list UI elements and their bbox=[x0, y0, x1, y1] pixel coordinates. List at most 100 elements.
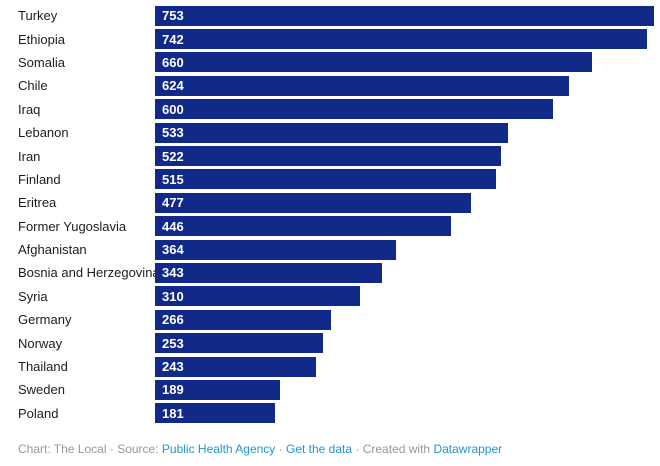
value-label: 624 bbox=[162, 78, 184, 94]
footer-source-label: Source: bbox=[117, 442, 159, 457]
value-label: 243 bbox=[162, 359, 184, 375]
chart-row: Syria 310 bbox=[0, 285, 660, 308]
chart-row: Somalia 660 bbox=[0, 51, 660, 74]
datawrapper-link[interactable]: Datawrapper bbox=[433, 442, 503, 457]
value-label: 515 bbox=[162, 171, 184, 187]
category-label: Thailand bbox=[18, 359, 68, 375]
value-label: 364 bbox=[162, 242, 184, 258]
chart-row: Iraq 600 bbox=[0, 98, 660, 121]
footer-chart-credit: Chart: The Local bbox=[18, 442, 107, 457]
category-label: Former Yugoslavia bbox=[18, 218, 127, 234]
bar: 522 bbox=[155, 146, 501, 167]
chart-rows: Turkey 753 Ethiopia 742 Somalia 660 Chile 624 Ir… bbox=[0, 4, 660, 425]
bar: 266 bbox=[155, 309, 332, 330]
chart-row: Finland 515 bbox=[0, 168, 660, 191]
chart-row: Eritrea 477 bbox=[0, 191, 660, 214]
value-label: 533 bbox=[162, 125, 184, 141]
bar-track: 533 bbox=[155, 122, 654, 143]
category-label: Eritrea bbox=[18, 195, 57, 211]
chart-row: Sweden 189 bbox=[0, 378, 660, 401]
value-label: 600 bbox=[162, 101, 184, 117]
category-label: Finland bbox=[18, 171, 61, 187]
category-label: Norway bbox=[18, 335, 63, 351]
footer-separator: · bbox=[355, 442, 360, 457]
bar-track: 660 bbox=[155, 52, 654, 73]
category-label: Lebanon bbox=[18, 125, 69, 141]
category-label: Bosnia and Herzegovina bbox=[18, 265, 155, 281]
bar-track: 515 bbox=[155, 169, 654, 190]
category-label: Chile bbox=[18, 78, 48, 94]
bar: 310 bbox=[155, 286, 361, 307]
chart-row: Turkey 753 bbox=[0, 4, 660, 27]
bar-track: 266 bbox=[155, 309, 654, 330]
bar-track: 343 bbox=[155, 262, 654, 283]
value-label: 343 bbox=[162, 265, 184, 281]
bar-track: 742 bbox=[155, 29, 654, 50]
bar: 742 bbox=[155, 29, 647, 50]
value-label: 446 bbox=[162, 218, 184, 234]
bar: 515 bbox=[155, 169, 497, 190]
chart-footer: Chart: The Local · Source: Public Health… bbox=[0, 442, 660, 456]
get-the-data-link[interactable]: Get the data bbox=[285, 442, 353, 457]
category-label: Poland bbox=[18, 405, 59, 421]
bar-track: 624 bbox=[155, 75, 654, 96]
category-label: Germany bbox=[18, 312, 72, 328]
chart-row: Lebanon 533 bbox=[0, 121, 660, 144]
category-label: Syria bbox=[18, 288, 48, 304]
footer-separator: · bbox=[109, 442, 114, 457]
chart-row: Chile 624 bbox=[0, 74, 660, 97]
chart-row: Poland 181 bbox=[0, 402, 660, 425]
bar-track: 310 bbox=[155, 286, 654, 307]
bar: 243 bbox=[155, 356, 317, 377]
category-label: Iran bbox=[18, 148, 41, 164]
value-label: 253 bbox=[162, 335, 184, 351]
bar: 477 bbox=[155, 192, 472, 213]
bar: 189 bbox=[155, 379, 281, 400]
bar-track: 364 bbox=[155, 239, 654, 260]
value-label: 477 bbox=[162, 195, 184, 211]
bar: 364 bbox=[155, 239, 397, 260]
bar: 343 bbox=[155, 262, 383, 283]
footer-created-with: Created with bbox=[362, 442, 431, 457]
chart-row: Bosnia and Herzegovina 343 bbox=[0, 261, 660, 284]
chart-row: Thailand 243 bbox=[0, 355, 660, 378]
value-label: 181 bbox=[162, 405, 184, 421]
bar: 181 bbox=[155, 403, 275, 424]
chart-row: Norway 253 bbox=[0, 331, 660, 354]
chart-row: Former Yugoslavia 446 bbox=[0, 215, 660, 238]
category-label: Turkey bbox=[18, 8, 58, 24]
bar: 660 bbox=[155, 52, 593, 73]
bar-track: 477 bbox=[155, 192, 654, 213]
source-link[interactable]: Public Health Agency bbox=[161, 442, 276, 457]
bar: 253 bbox=[155, 333, 323, 354]
value-label: 310 bbox=[162, 288, 184, 304]
chart-row: Ethiopia 742 bbox=[0, 27, 660, 50]
category-label: Afghanistan bbox=[18, 242, 87, 258]
value-label: 266 bbox=[162, 312, 184, 328]
bar-track: 253 bbox=[155, 333, 654, 354]
category-label: Sweden bbox=[18, 382, 65, 398]
bar: 600 bbox=[155, 99, 553, 120]
bar-track: 181 bbox=[155, 403, 654, 424]
category-label: Ethiopia bbox=[18, 31, 65, 47]
bar-track: 446 bbox=[155, 216, 654, 237]
category-label: Somalia bbox=[18, 54, 65, 70]
bar: 533 bbox=[155, 122, 509, 143]
chart-row: Iran 522 bbox=[0, 144, 660, 167]
value-label: 189 bbox=[162, 382, 184, 398]
bar: 753 bbox=[155, 5, 654, 26]
value-label: 522 bbox=[162, 148, 184, 164]
value-label: 742 bbox=[162, 31, 184, 47]
bar-track: 522 bbox=[155, 146, 654, 167]
footer-separator: · bbox=[278, 442, 283, 457]
bar-track: 600 bbox=[155, 99, 654, 120]
chart-row: Afghanistan 364 bbox=[0, 238, 660, 261]
bar-track: 189 bbox=[155, 379, 654, 400]
bar: 624 bbox=[155, 75, 569, 96]
value-label: 660 bbox=[162, 54, 184, 70]
value-label: 753 bbox=[162, 8, 184, 24]
chart-row: Germany 266 bbox=[0, 308, 660, 331]
bar-track: 243 bbox=[155, 356, 654, 377]
category-label: Iraq bbox=[18, 101, 41, 117]
